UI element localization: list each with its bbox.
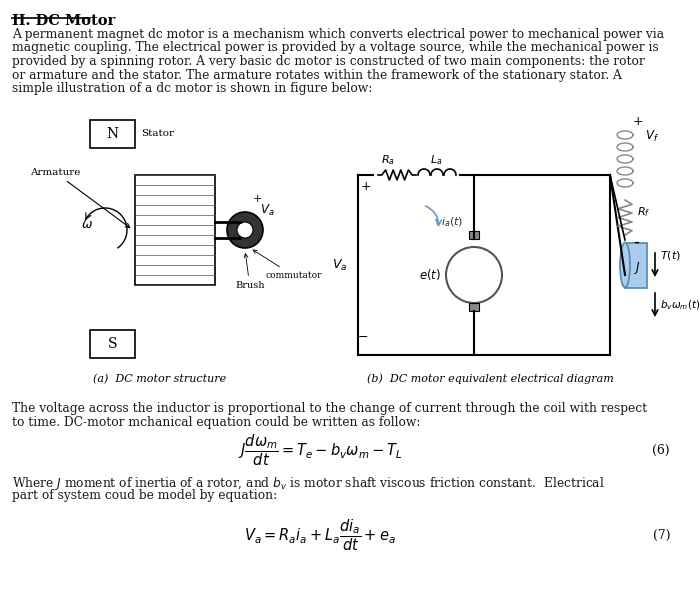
Text: part of system coud be model by equation:: part of system coud be model by equation…: [12, 489, 277, 502]
Text: $V_a = R_a i_a + L_a\dfrac{di_a}{dt} + e_a$: $V_a = R_a i_a + L_a\dfrac{di_a}{dt} + e…: [244, 517, 396, 553]
Text: $J$: $J$: [634, 260, 641, 276]
Bar: [469, 303, 479, 311]
Text: Stator: Stator: [141, 130, 174, 139]
Text: -: -: [633, 233, 639, 251]
Text: to time. DC-motor mchanical equation could be written as follow:: to time. DC-motor mchanical equation cou…: [12, 416, 421, 429]
Text: $V_a$: $V_a$: [332, 257, 348, 272]
Text: magnetic coupling. The electrical power is provided by a voltage source, while t: magnetic coupling. The electrical power …: [12, 41, 659, 55]
Text: II. DC Motor: II. DC Motor: [12, 14, 116, 28]
Text: $R_f$: $R_f$: [637, 205, 650, 219]
Text: +: +: [633, 115, 643, 128]
Bar: [469, 231, 479, 239]
Text: simple illustration of a dc motor is shown in figure below:: simple illustration of a dc motor is sho…: [12, 82, 372, 95]
Text: Where $J$ moment of inertia of a rotor, and $b_v$ is motor shaft viscous frictio: Where $J$ moment of inertia of a rotor, …: [12, 475, 605, 492]
Text: +: +: [253, 194, 262, 204]
Text: (7): (7): [652, 529, 670, 541]
Bar: [90, 120, 135, 148]
Text: $b_v\omega_m(t)$: $b_v\omega_m(t)$: [660, 298, 700, 312]
Text: $V_f$: $V_f$: [645, 129, 659, 144]
Text: $V_a$: $V_a$: [260, 202, 274, 218]
Text: Armature: Armature: [30, 168, 130, 227]
Text: provided by a spinning rotor. A very basic dc motor is constructed of two main c: provided by a spinning rotor. A very bas…: [12, 55, 645, 68]
Text: Brush: Brush: [235, 254, 265, 290]
Text: S: S: [108, 337, 118, 351]
Text: $T(t)$: $T(t)$: [660, 248, 681, 262]
Text: $J\dfrac{d\omega_m}{dt} = T_e - b_v\omega_m - T_L$: $J\dfrac{d\omega_m}{dt} = T_e - b_v\omeg…: [238, 433, 402, 467]
Bar: [135, 175, 215, 285]
Text: $e(t)$: $e(t)$: [419, 268, 441, 283]
Ellipse shape: [620, 242, 630, 287]
Text: commutator: commutator: [253, 250, 321, 280]
Text: or armature and the stator. The armature rotates within the framework of the sta: or armature and the stator. The armature…: [12, 68, 622, 82]
Text: The voltage across the inductor is proportional to the change of current through: The voltage across the inductor is propo…: [12, 402, 647, 415]
Text: (b)  DC motor equivalent electrical diagram: (b) DC motor equivalent electrical diagr…: [367, 373, 613, 384]
Text: $R_a$: $R_a$: [381, 153, 395, 167]
Text: $\omega$: $\omega$: [81, 218, 93, 232]
Text: +: +: [360, 180, 371, 193]
Text: (6): (6): [652, 443, 670, 457]
Text: N: N: [106, 127, 118, 141]
Text: $i_a(t)$: $i_a(t)$: [441, 215, 463, 229]
Bar: [90, 330, 135, 358]
Bar: [625, 242, 647, 287]
Text: $-$: $-$: [358, 330, 369, 343]
Text: $L_a$: $L_a$: [430, 153, 442, 167]
Text: (a)  DC motor structure: (a) DC motor structure: [93, 374, 227, 384]
Text: A permanent magnet dc motor is a mechanism which converts electrical power to me: A permanent magnet dc motor is a mechani…: [12, 28, 664, 41]
Circle shape: [237, 222, 253, 238]
Circle shape: [227, 212, 263, 248]
